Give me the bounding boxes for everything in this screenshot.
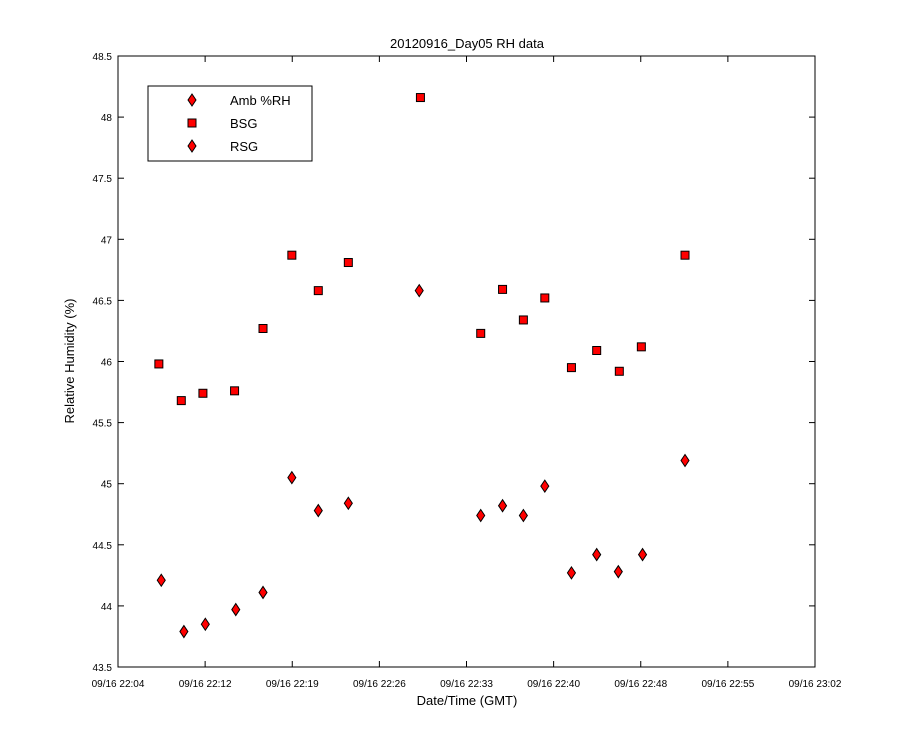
- y-tick-label: 47: [101, 235, 113, 246]
- legend-label-rsg: RSG: [230, 139, 258, 154]
- rsg-point: [313, 503, 323, 518]
- x-tick-label: 09/16 22:26: [353, 679, 406, 690]
- bsg-point: [415, 93, 425, 103]
- bsg-point: [230, 386, 240, 396]
- y-tick-label: 47.5: [93, 174, 113, 185]
- y-tick-label: 45: [101, 480, 113, 491]
- y-tick-label: 48.5: [93, 52, 113, 63]
- y-tick-label: 44: [101, 602, 113, 613]
- rsg-point: [680, 453, 690, 468]
- legend-items: Amb %RH BSG RSG: [187, 93, 291, 154]
- x-axis-title: Date/Time (GMT): [417, 693, 518, 708]
- y-tick-label: 46: [101, 358, 113, 369]
- bsg-point: [540, 293, 550, 303]
- y-tick-label: 44.5: [93, 541, 113, 552]
- x-tick-label: 09/16 22:04: [92, 679, 145, 690]
- rsg-point: [566, 566, 577, 580]
- rsg-point: [231, 602, 241, 617]
- rsg-point: [592, 547, 602, 562]
- rsg-point: [613, 564, 623, 579]
- y-axis-title: Relative Humidity (%): [62, 299, 77, 424]
- bsg-point: [313, 286, 323, 296]
- rsg-point: [414, 283, 424, 298]
- y-tick-label: 45.5: [93, 419, 113, 430]
- y-tick-label: 43.5: [93, 663, 113, 674]
- x-tick-label: 09/16 22:40: [527, 679, 580, 690]
- legend-box: [147, 85, 313, 162]
- legend-label-bsg: BSG: [230, 116, 257, 131]
- rsg-point: [179, 624, 189, 639]
- bsg-point: [680, 250, 690, 260]
- bsg-point: [176, 396, 186, 406]
- x-tick-label: 09/16 22:12: [179, 679, 232, 690]
- bsg-point: [198, 388, 208, 398]
- rsg-point: [518, 508, 528, 523]
- bsg-point: [614, 366, 624, 376]
- bsg-point: [476, 328, 486, 338]
- rsg-point: [200, 617, 210, 632]
- legend-marker-amb-rh: [187, 93, 197, 107]
- bsg-point: [154, 359, 164, 369]
- legend-marker-bsg: [187, 118, 197, 128]
- bsg-point: [592, 346, 602, 356]
- y-tick-label: 48: [101, 113, 113, 124]
- bsg-point: [566, 363, 576, 373]
- x-tick-label: 09/16 22:55: [701, 679, 754, 690]
- x-tick-label: 09/16 23:02: [789, 679, 842, 690]
- rsg-point: [637, 547, 648, 562]
- x-tick-label: 09/16 22:19: [266, 679, 319, 690]
- chart-title: 20120916_Day05 RH data: [390, 36, 545, 51]
- data-markers: [154, 93, 690, 639]
- bsg-point: [518, 315, 528, 325]
- y-axis-ticks: 43.5 44 44.5 45 45.5 46 46.5 47 47.5 48 48.5: [93, 52, 815, 674]
- x-tick-label: 09/16 22:33: [440, 679, 493, 690]
- rsg-point: [476, 508, 486, 523]
- legend-marker-rsg: [187, 139, 197, 153]
- y-tick-label: 46.5: [93, 296, 113, 307]
- legend-label-amb-rh: Amb %RH: [230, 93, 291, 108]
- bsg-point: [498, 284, 508, 294]
- rsg-point: [343, 496, 353, 511]
- bsg-point: [287, 250, 297, 260]
- bsg-point: [343, 258, 353, 268]
- rsg-point: [540, 479, 550, 494]
- rsg-point: [258, 585, 268, 600]
- bsg-point: [258, 324, 268, 334]
- bsg-point: [636, 342, 646, 352]
- legend: Amb %RH BSG RSG: [147, 85, 313, 162]
- rsg-point: [156, 573, 166, 588]
- rsg-point: [497, 498, 508, 513]
- x-tick-label: 09/16 22:48: [614, 679, 667, 690]
- rsg-point: [287, 470, 297, 485]
- x-axis-ticks: 09/16 22:04 09/16 22:12 09/16 22:19 09/16 2…: [92, 56, 842, 690]
